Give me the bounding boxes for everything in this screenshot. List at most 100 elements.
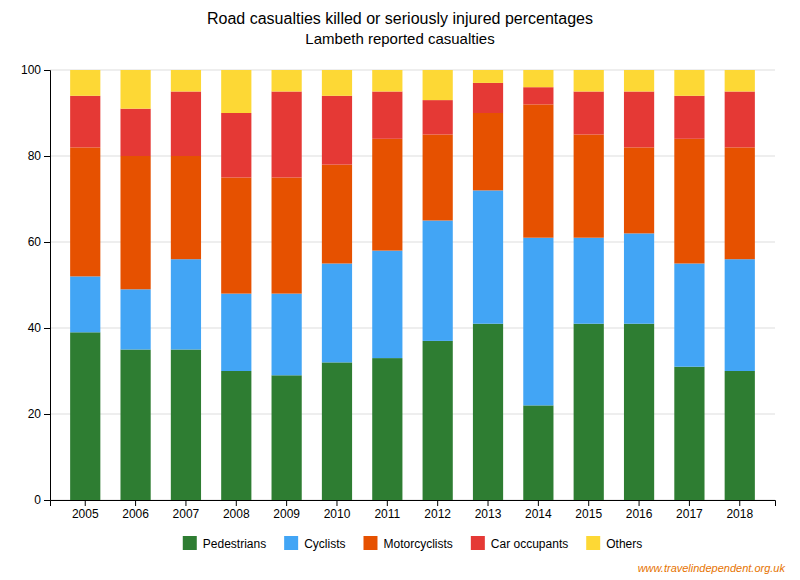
tick-label: 40 [28, 321, 42, 335]
axis-line [44, 71, 51, 501]
tick: 2014 [525, 500, 552, 521]
bar [221, 178, 251, 294]
tick-mark [85, 500, 86, 506]
legend: PedestriansCyclistsMotorcyclistsCar occu… [183, 536, 642, 551]
bar [322, 362, 352, 500]
tick-mark [185, 500, 186, 506]
bar [70, 70, 100, 96]
tick: 2018 [726, 500, 753, 521]
tick-label: 2007 [173, 507, 200, 521]
tick-label: 60 [28, 235, 42, 249]
tick-label: 2006 [122, 507, 149, 521]
bar [523, 104, 553, 237]
bar [624, 233, 654, 323]
tick-mark [44, 242, 50, 243]
tick: 60 [28, 235, 50, 249]
bar [473, 70, 503, 83]
bar [725, 147, 755, 259]
bar [725, 70, 755, 92]
bar [221, 113, 251, 178]
tick-label: 2011 [374, 507, 400, 521]
y-axis: 0 20 40 60 80 100 [21, 63, 51, 507]
legend-item: Others [586, 536, 642, 551]
legend-item: Pedestrians [183, 536, 266, 551]
bar [674, 139, 704, 264]
tick-label: 2016 [626, 507, 653, 521]
bar [221, 371, 251, 500]
tick-label: 2015 [575, 507, 602, 521]
bar [372, 70, 402, 92]
bar [473, 324, 503, 500]
bars [70, 70, 755, 500]
legend-swatch [471, 536, 485, 550]
series [70, 324, 755, 500]
bar [423, 135, 453, 221]
bar [674, 367, 704, 500]
series [70, 83, 755, 178]
tick-label: 100 [21, 63, 41, 77]
bar [120, 350, 150, 501]
tick: 2007 [173, 500, 200, 521]
tick: 2011 [374, 500, 400, 521]
legend-swatch [183, 536, 197, 550]
legend-item: Car occupants [471, 536, 568, 551]
tick-mark [336, 500, 337, 506]
tick-label: 2014 [525, 507, 552, 521]
title: Road casualties killed or seriously inju… [207, 10, 593, 27]
tick: 20 [28, 407, 50, 421]
tick-mark [689, 500, 690, 506]
tick-mark [44, 70, 50, 71]
tick: 2013 [475, 500, 502, 521]
bar [272, 70, 302, 92]
bar [725, 259, 755, 371]
bar [674, 264, 704, 367]
tick-mark [588, 500, 589, 506]
tick: 2010 [324, 500, 351, 521]
tick-label: 2012 [424, 507, 451, 521]
bar [171, 70, 201, 92]
bar [523, 405, 553, 500]
legend-swatch [284, 536, 298, 550]
bar [574, 135, 604, 238]
tick: 2006 [122, 500, 149, 521]
tick-label: 0 [34, 493, 41, 507]
bar [120, 156, 150, 289]
bar [120, 289, 150, 349]
tick-label: 2017 [676, 507, 703, 521]
tick-label: 2010 [324, 507, 351, 521]
grid-line [50, 156, 775, 157]
bar [725, 92, 755, 148]
tick-label: 2018 [726, 507, 753, 521]
tick: 2017 [676, 500, 703, 521]
bar [674, 96, 704, 139]
watermark: www.travelindependent.org.uk [638, 562, 786, 574]
bar [423, 221, 453, 341]
bar [372, 92, 402, 139]
bar [171, 156, 201, 259]
bar [272, 294, 302, 376]
tick: 2009 [273, 500, 300, 521]
grid-line [50, 414, 775, 415]
grid [50, 70, 775, 500]
bar [322, 70, 352, 96]
bar [624, 92, 654, 148]
tick-mark [236, 500, 237, 506]
bar [624, 147, 654, 233]
legend-swatch [586, 536, 600, 550]
bar [624, 324, 654, 500]
bar [523, 238, 553, 406]
tick: 2008 [223, 500, 250, 521]
tick-mark [286, 500, 287, 506]
tick: 80 [28, 149, 50, 163]
bar [322, 165, 352, 264]
bar [221, 294, 251, 371]
tick-mark [44, 414, 50, 415]
grid-line [50, 328, 775, 329]
bar [272, 375, 302, 500]
bar [624, 70, 654, 92]
legend-item: Cyclists [284, 536, 345, 551]
bar [120, 109, 150, 156]
tick-mark [44, 328, 50, 329]
tick: 2016 [626, 500, 653, 521]
bar [372, 358, 402, 500]
